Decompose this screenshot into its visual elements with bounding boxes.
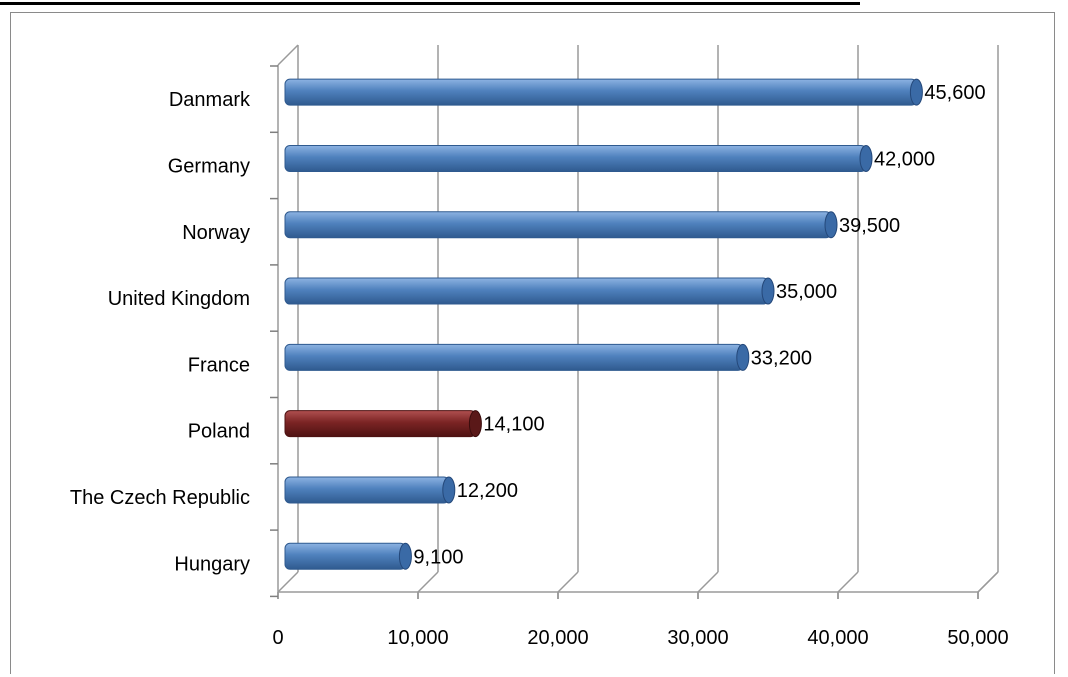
bar-end-cap — [824, 211, 838, 239]
bar-united-kingdom — [284, 277, 775, 305]
bar-end-cap — [859, 144, 873, 172]
bar-end-cap — [736, 343, 750, 371]
floor-gridline — [417, 571, 439, 593]
x-tick-label: 10,000 — [387, 627, 448, 649]
axes — [270, 44, 999, 599]
x-tick-label: 20,000 — [527, 627, 588, 649]
x-tick-label: 0 — [272, 627, 283, 649]
floor-right-edge — [977, 571, 999, 593]
x-tick-label: 50,000 — [947, 627, 1008, 649]
gridlines — [277, 45, 999, 593]
category-label: The Czech Republic — [70, 487, 250, 509]
data-label: 39,500 — [839, 215, 900, 237]
bars — [284, 78, 923, 570]
bar-end-cap — [468, 410, 482, 438]
category-label: Hungary — [174, 553, 250, 575]
bar-body — [284, 343, 744, 371]
category-label: United Kingdom — [108, 288, 250, 310]
bar-body — [284, 476, 450, 504]
bar-body — [284, 542, 406, 570]
top-rule-line — [0, 2, 860, 5]
bar-body — [284, 410, 476, 438]
labels: 0 10,000 20,000 30,000 40,000 50,000 Danmark 45… — [70, 82, 1009, 649]
data-label: 9,100 — [413, 546, 463, 568]
floor-gridline — [277, 571, 299, 593]
category-label: Danmark — [169, 89, 251, 111]
bar-hungary — [284, 542, 412, 570]
data-label: 12,200 — [457, 480, 518, 502]
bar-poland — [284, 410, 482, 438]
floor-gridline — [837, 571, 859, 593]
bar-body — [284, 211, 832, 239]
bar-body — [284, 78, 917, 106]
x-tick-label: 30,000 — [667, 627, 728, 649]
bar-norway — [284, 211, 838, 239]
category-label: Poland — [188, 421, 250, 443]
bar-body — [284, 144, 867, 172]
chart-frame — [10, 12, 1055, 674]
bar-end-cap — [761, 277, 775, 305]
bar-danmark — [284, 78, 923, 106]
bar-end-cap — [442, 476, 456, 504]
bar-end-cap — [909, 78, 923, 106]
wall-top-edge — [277, 44, 299, 66]
category-label: Germany — [168, 155, 250, 177]
floor-gridline — [557, 571, 579, 593]
bar-body — [284, 277, 769, 305]
data-label: 33,200 — [751, 347, 812, 369]
data-label: 35,000 — [776, 281, 837, 303]
data-label: 45,600 — [924, 82, 985, 104]
bar-end-cap — [398, 542, 412, 570]
bar-the-czech-republic — [284, 476, 456, 504]
bar-france — [284, 343, 750, 371]
x-tick-label: 40,000 — [807, 627, 868, 649]
data-label: 42,000 — [874, 148, 935, 170]
category-label: France — [188, 354, 250, 376]
data-label: 14,100 — [483, 414, 544, 436]
bar-germany — [284, 144, 873, 172]
floor-gridline — [697, 571, 719, 593]
category-label: Norway — [182, 222, 250, 244]
